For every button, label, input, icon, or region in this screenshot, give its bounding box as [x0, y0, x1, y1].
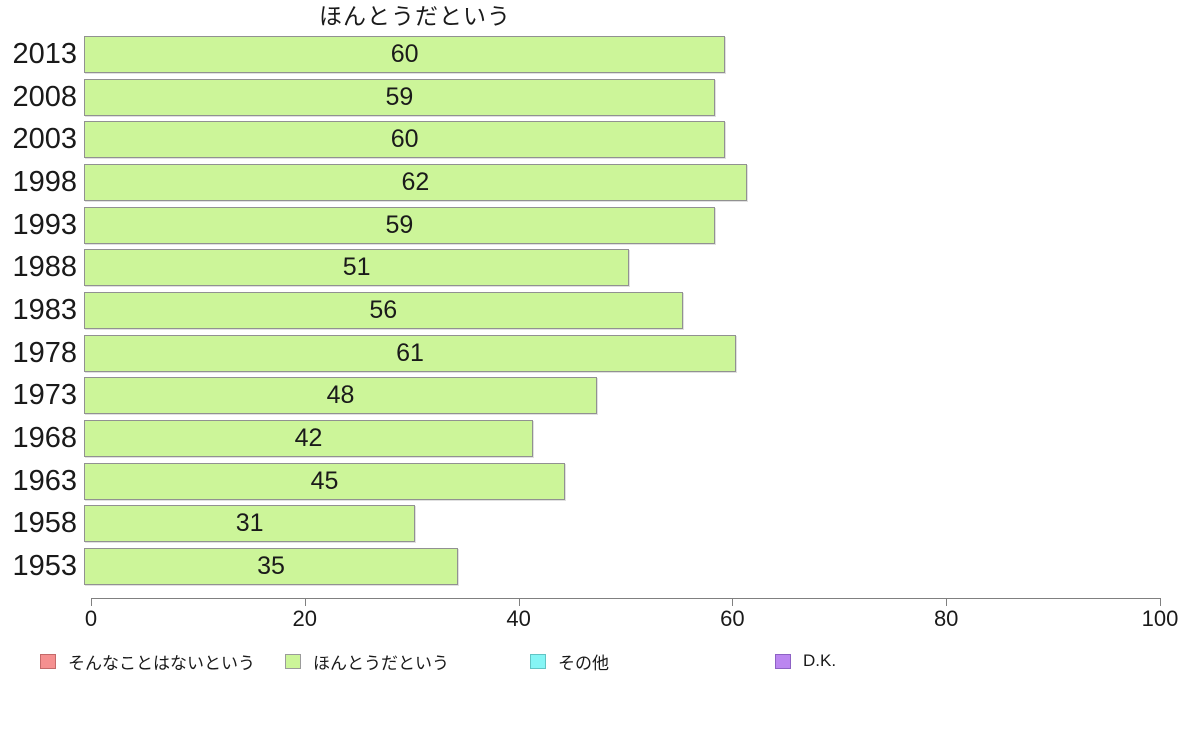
chart-row: 1998 62: [0, 161, 1188, 204]
bar-track: 31: [84, 503, 1153, 546]
bar-track: 51: [84, 246, 1153, 289]
chart-row: 1968 42: [0, 417, 1188, 460]
chart-row: 1953 35: [0, 545, 1188, 588]
legend-item-label: ほんとうだという: [313, 653, 449, 673]
y-axis-label: 1973: [12, 379, 77, 412]
bar: 62: [84, 163, 747, 201]
bar: 31: [84, 505, 416, 543]
bar-track: 45: [84, 460, 1153, 503]
bar-value-label: 60: [390, 125, 419, 154]
chart-title: ほんとうだという: [319, 3, 511, 29]
bar-value-label: 59: [385, 210, 414, 239]
bar-value-label: 61: [396, 338, 424, 367]
x-axis-line: [91, 598, 1161, 599]
y-axis-label: 1963: [12, 464, 77, 497]
legend-item: D.K.: [775, 651, 836, 671]
bar-value-label: 56: [369, 295, 398, 324]
x-axis-tick-label: 0: [84, 606, 98, 631]
legend-swatch: [285, 653, 301, 669]
bar-track: 35: [84, 545, 1153, 588]
chart-row: 2013 60: [0, 33, 1188, 76]
bar-value-label: 45: [310, 466, 339, 495]
legend-item: そんなことはないという: [40, 651, 255, 673]
bar-value-label: 42: [294, 424, 323, 453]
bar-value-label: 62: [401, 167, 430, 196]
legend-item: その他: [530, 651, 609, 673]
bar-value-label: 60: [390, 39, 419, 68]
y-axis-label: 2003: [12, 123, 77, 156]
x-axis-tick-label: 80: [933, 606, 959, 631]
chart-row: 1978 61: [0, 332, 1188, 375]
legend-item-label: そんなことはないという: [68, 653, 255, 673]
chart-row: 1973 48: [0, 375, 1188, 418]
x-axis-tick-label: 100: [1141, 606, 1179, 631]
y-axis-label: 1978: [12, 336, 77, 369]
x-axis-tick-label: 60: [720, 606, 745, 631]
legend-swatch: [530, 653, 546, 669]
x-axis-tick: [946, 598, 948, 606]
bar-track: 61: [84, 332, 1153, 375]
chart-row: 2008 59: [0, 76, 1188, 119]
bar: 35: [84, 548, 459, 586]
chart-row: 1988 51: [0, 246, 1188, 289]
bar-track: 59: [84, 204, 1153, 247]
x-axis-tick: [91, 598, 92, 606]
bar: 60: [84, 35, 726, 73]
legend-item-label: D.K.: [803, 651, 837, 670]
legend-item: ほんとうだという: [285, 651, 449, 673]
legend-swatch: [40, 653, 56, 669]
x-axis-tick: [732, 598, 734, 606]
bar: 51: [84, 249, 630, 287]
plot-area: 2013 60 2008 59 2003 60 1998 62 1993 59 1988 51 1983…: [0, 33, 1188, 588]
y-axis-label: 1998: [12, 165, 77, 198]
bar: 56: [84, 291, 683, 329]
y-axis-label: 1958: [12, 507, 77, 540]
x-axis-tick: [518, 598, 520, 606]
legend-item-label: その他: [558, 653, 609, 673]
y-axis-label: 2013: [12, 37, 77, 70]
bar-track: 59: [84, 76, 1153, 119]
bar-value-label: 59: [385, 82, 414, 111]
bar: 45: [84, 462, 566, 500]
legend-swatch: [775, 653, 791, 669]
bar-track: 62: [84, 161, 1153, 204]
bar-track: 42: [84, 417, 1153, 460]
y-axis-label: 1988: [12, 251, 77, 284]
chart-row: 2003 60: [0, 118, 1188, 161]
bar: 59: [84, 206, 715, 244]
bar-track: 56: [84, 289, 1153, 332]
y-axis-label: 1953: [12, 550, 77, 583]
bar: 42: [84, 420, 533, 458]
y-axis-label: 2008: [12, 80, 77, 113]
bar-value-label: 35: [257, 552, 285, 581]
bar-value-label: 48: [326, 381, 355, 410]
y-axis-label: 1983: [12, 293, 77, 326]
x-axis-tick-label: 20: [292, 606, 318, 631]
x-axis-tick: [1160, 598, 1161, 606]
bar: 60: [84, 121, 726, 159]
y-axis-label: 1968: [12, 422, 77, 455]
chart-row: 1983 56: [0, 289, 1188, 332]
bar: 48: [84, 377, 598, 415]
chart-row: 1958 31: [0, 503, 1188, 546]
bar-track: 48: [84, 375, 1153, 418]
bar-track: 60: [84, 33, 1153, 76]
chart-row: 1963 45: [0, 460, 1188, 503]
bar: 61: [84, 334, 737, 372]
bar: 59: [84, 78, 715, 116]
chart-row: 1993 59: [0, 204, 1188, 247]
bar-track: 60: [84, 118, 1153, 161]
bar-value-label: 31: [235, 509, 264, 538]
x-axis-tick-label: 40: [506, 606, 531, 631]
x-axis-tick: [304, 598, 306, 606]
y-axis-label: 1993: [12, 208, 77, 241]
bar-value-label: 51: [342, 253, 371, 282]
